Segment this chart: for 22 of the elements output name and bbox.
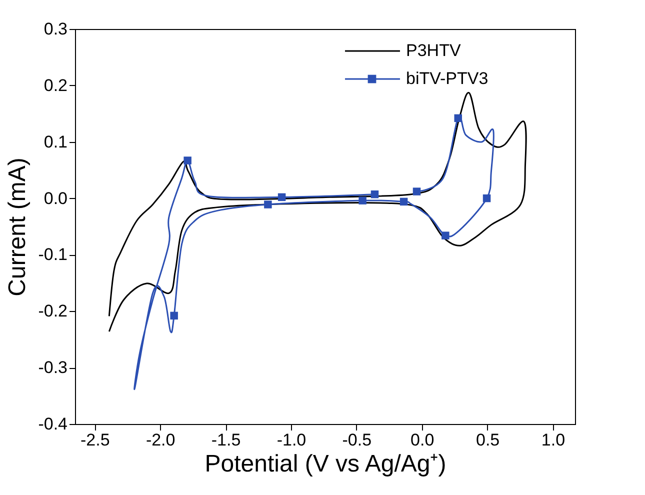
x-tick-label: -2.0	[146, 430, 176, 450]
line-series	[108, 92, 527, 332]
x-tick-label: 0.5	[476, 430, 500, 450]
y-tick-label: -0.3	[38, 358, 68, 378]
x-tick-label: 1.0	[541, 430, 566, 450]
x-tick-label: -1.0	[276, 430, 306, 450]
x-tick-label: -1.5	[211, 430, 241, 450]
y-tick-label: -0.1	[38, 245, 68, 264]
legend-label: biTV-PTV3	[406, 69, 488, 88]
x-tick-label: -0.5	[342, 430, 372, 450]
y-tick-label: -0.2	[38, 302, 68, 321]
y-tick-label: -0.4	[38, 414, 68, 434]
x-tick-label: -2.5	[80, 430, 110, 450]
y-tick-label: 0.0	[44, 188, 68, 208]
y-axis-title: Current (mA)	[4, 158, 32, 296]
point	[412, 188, 421, 196]
legend-label: P3HTV	[406, 41, 462, 60]
x-tick-label: 0.0	[410, 430, 434, 450]
y-tick-label: 0.3	[44, 20, 68, 38]
y-tick-label: 0.1	[44, 132, 68, 152]
x-axis-title: Potential (V vs Ag/Ag⁺)	[204, 450, 446, 478]
y-tick-label: 0.2	[44, 76, 68, 95]
